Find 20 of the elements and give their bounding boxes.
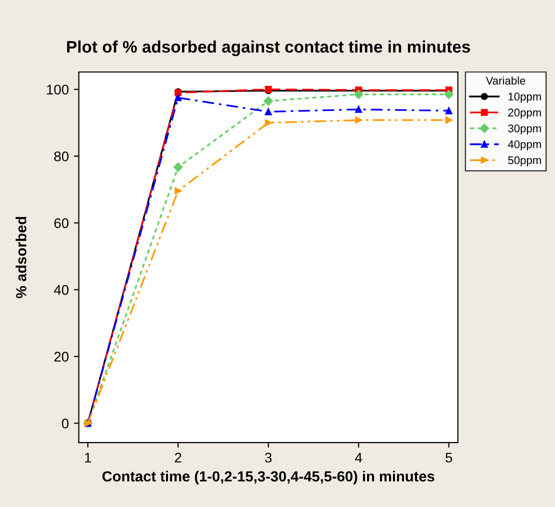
x-tick-label: 4 bbox=[355, 452, 362, 462]
y-axis-title: % adsorbed bbox=[16, 216, 26, 298]
x-tick-label: 5 bbox=[446, 452, 452, 463]
legend-label: 10ppm bbox=[508, 92, 541, 103]
legend-label: 50ppm bbox=[508, 156, 541, 166]
x-tick-label: 1 bbox=[85, 452, 92, 462]
chart-title: Plot of % adsorbed against contact time in minutes bbox=[67, 40, 470, 56]
legend-label: 40ppm bbox=[508, 140, 541, 150]
y-tick-label: 80 bbox=[54, 151, 69, 162]
legend-title: Variable bbox=[486, 76, 526, 85]
x-axis-title: Contact time (1-0,2-15,3-30,4-45,5-60) in minutes bbox=[102, 470, 434, 484]
y-tick-label: 0 bbox=[62, 418, 69, 428]
y-tick-label: 100 bbox=[46, 84, 69, 95]
y-tick-label: 60 bbox=[54, 218, 69, 228]
x-tick-label: 2 bbox=[174, 452, 182, 462]
legend-label: 20ppm bbox=[508, 108, 541, 119]
y-tick-label: 20 bbox=[54, 352, 69, 362]
legend-label: 30ppm bbox=[508, 124, 541, 135]
y-tick-label: 40 bbox=[54, 285, 69, 295]
x-tick-label: 3 bbox=[265, 452, 272, 463]
